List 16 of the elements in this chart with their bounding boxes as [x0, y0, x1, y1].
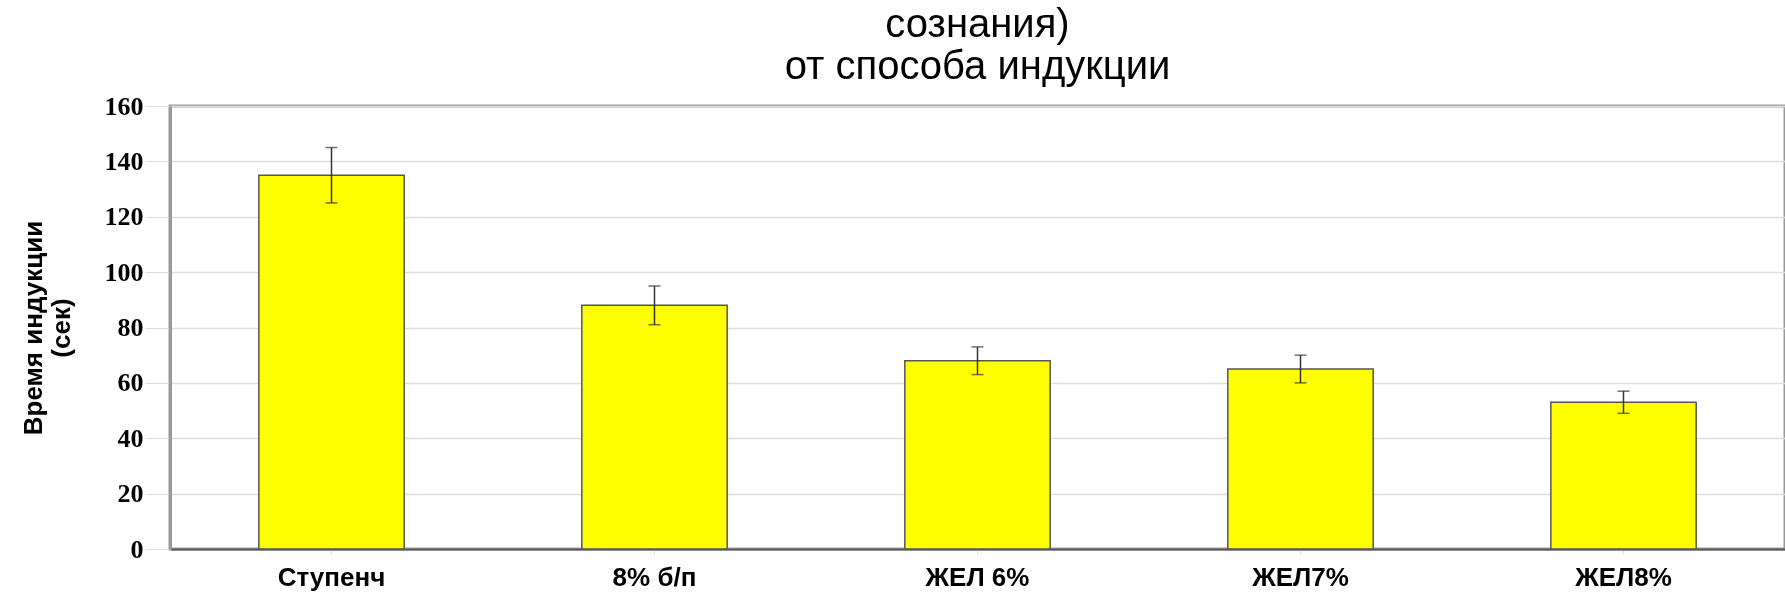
y-axis-title: Время индукции (сек)	[17, 220, 76, 436]
y-tick-label: 160	[104, 91, 144, 121]
x-tick-label: 8% б/п	[612, 561, 697, 592]
y-tick-label: 20	[117, 479, 144, 509]
y-tick-label: 80	[117, 313, 144, 342]
x-tick-label: ЖЕЛ8%	[1574, 561, 1672, 592]
x-tick-label: Ступенч	[277, 561, 386, 592]
x-tick-label: ЖЕЛ7%	[1251, 561, 1349, 592]
y-tick-label: 60	[117, 368, 144, 398]
y-tick-label: 100	[104, 257, 144, 287]
x-tick-label: ЖЕЛ 6%	[924, 561, 1030, 592]
y-tick-label: 40	[117, 423, 144, 453]
y-tick-label: 120	[104, 202, 144, 232]
chart-title: сознания) от способа индукции	[784, 1, 1171, 87]
y-tick-label: 140	[104, 146, 144, 176]
y-tick-label: 0	[130, 534, 144, 564]
